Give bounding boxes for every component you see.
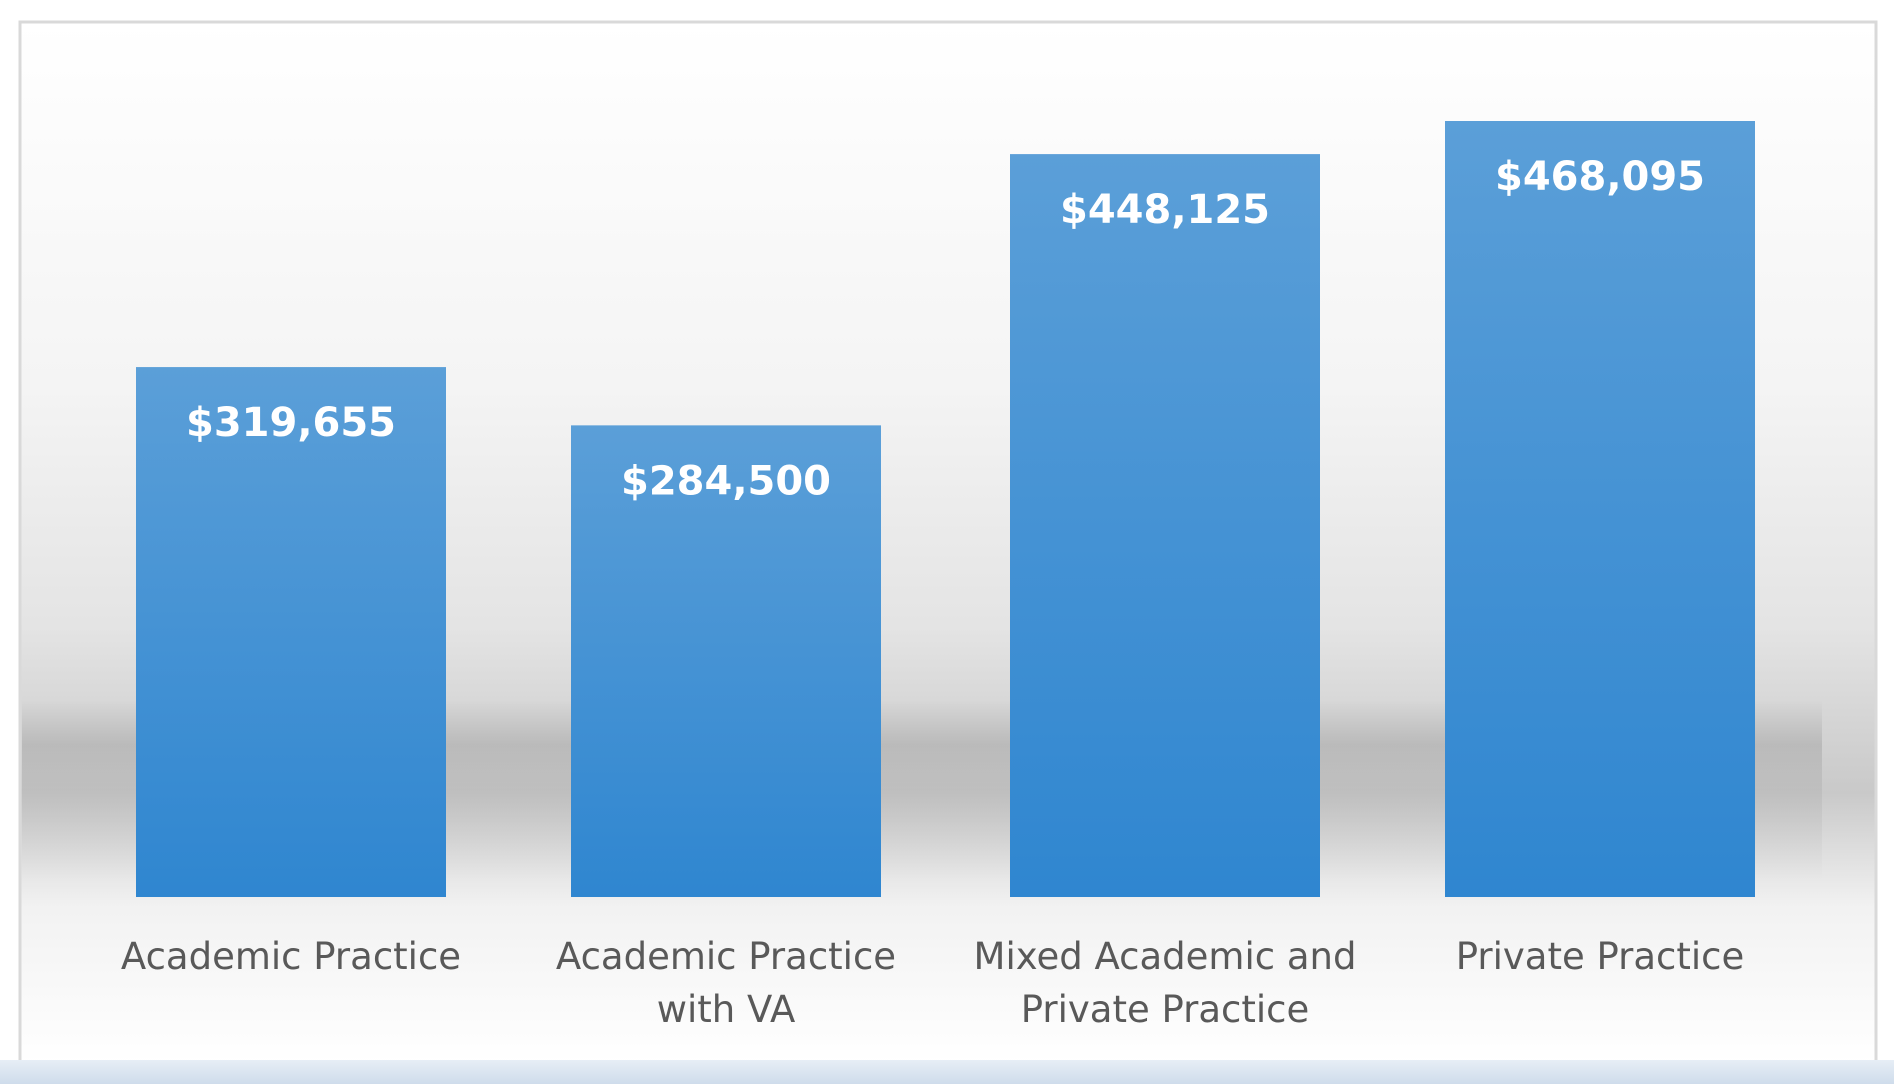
bar-4 [1445,121,1755,897]
data-label-3: $448,125 [1060,187,1270,233]
bar-1 [136,367,446,898]
bottom-strip [0,1060,1894,1084]
category-label-2-line-2: with VA [657,988,796,1031]
bar-3 [1010,154,1320,897]
bars-layer [136,121,1755,898]
data-label-4: $468,095 [1495,154,1705,200]
bar-2 [571,425,881,897]
category-label-3-line-2: Private Practice [1021,988,1310,1031]
category-label-1-line-1: Academic Practice [121,935,461,978]
data-label-1: $319,655 [186,400,396,446]
category-labels-layer: Academic Practice Academic Practice with V… [121,935,1744,1031]
category-label-3-line-1: Mixed Academic and [974,935,1357,978]
data-labels-layer: $319,655 $284,500 $448,125 $468,095 [186,154,1705,504]
category-label-2-line-1: Academic Practice [556,935,896,978]
data-label-2: $284,500 [621,458,831,504]
category-label-4-line-1: Private Practice [1456,935,1745,978]
